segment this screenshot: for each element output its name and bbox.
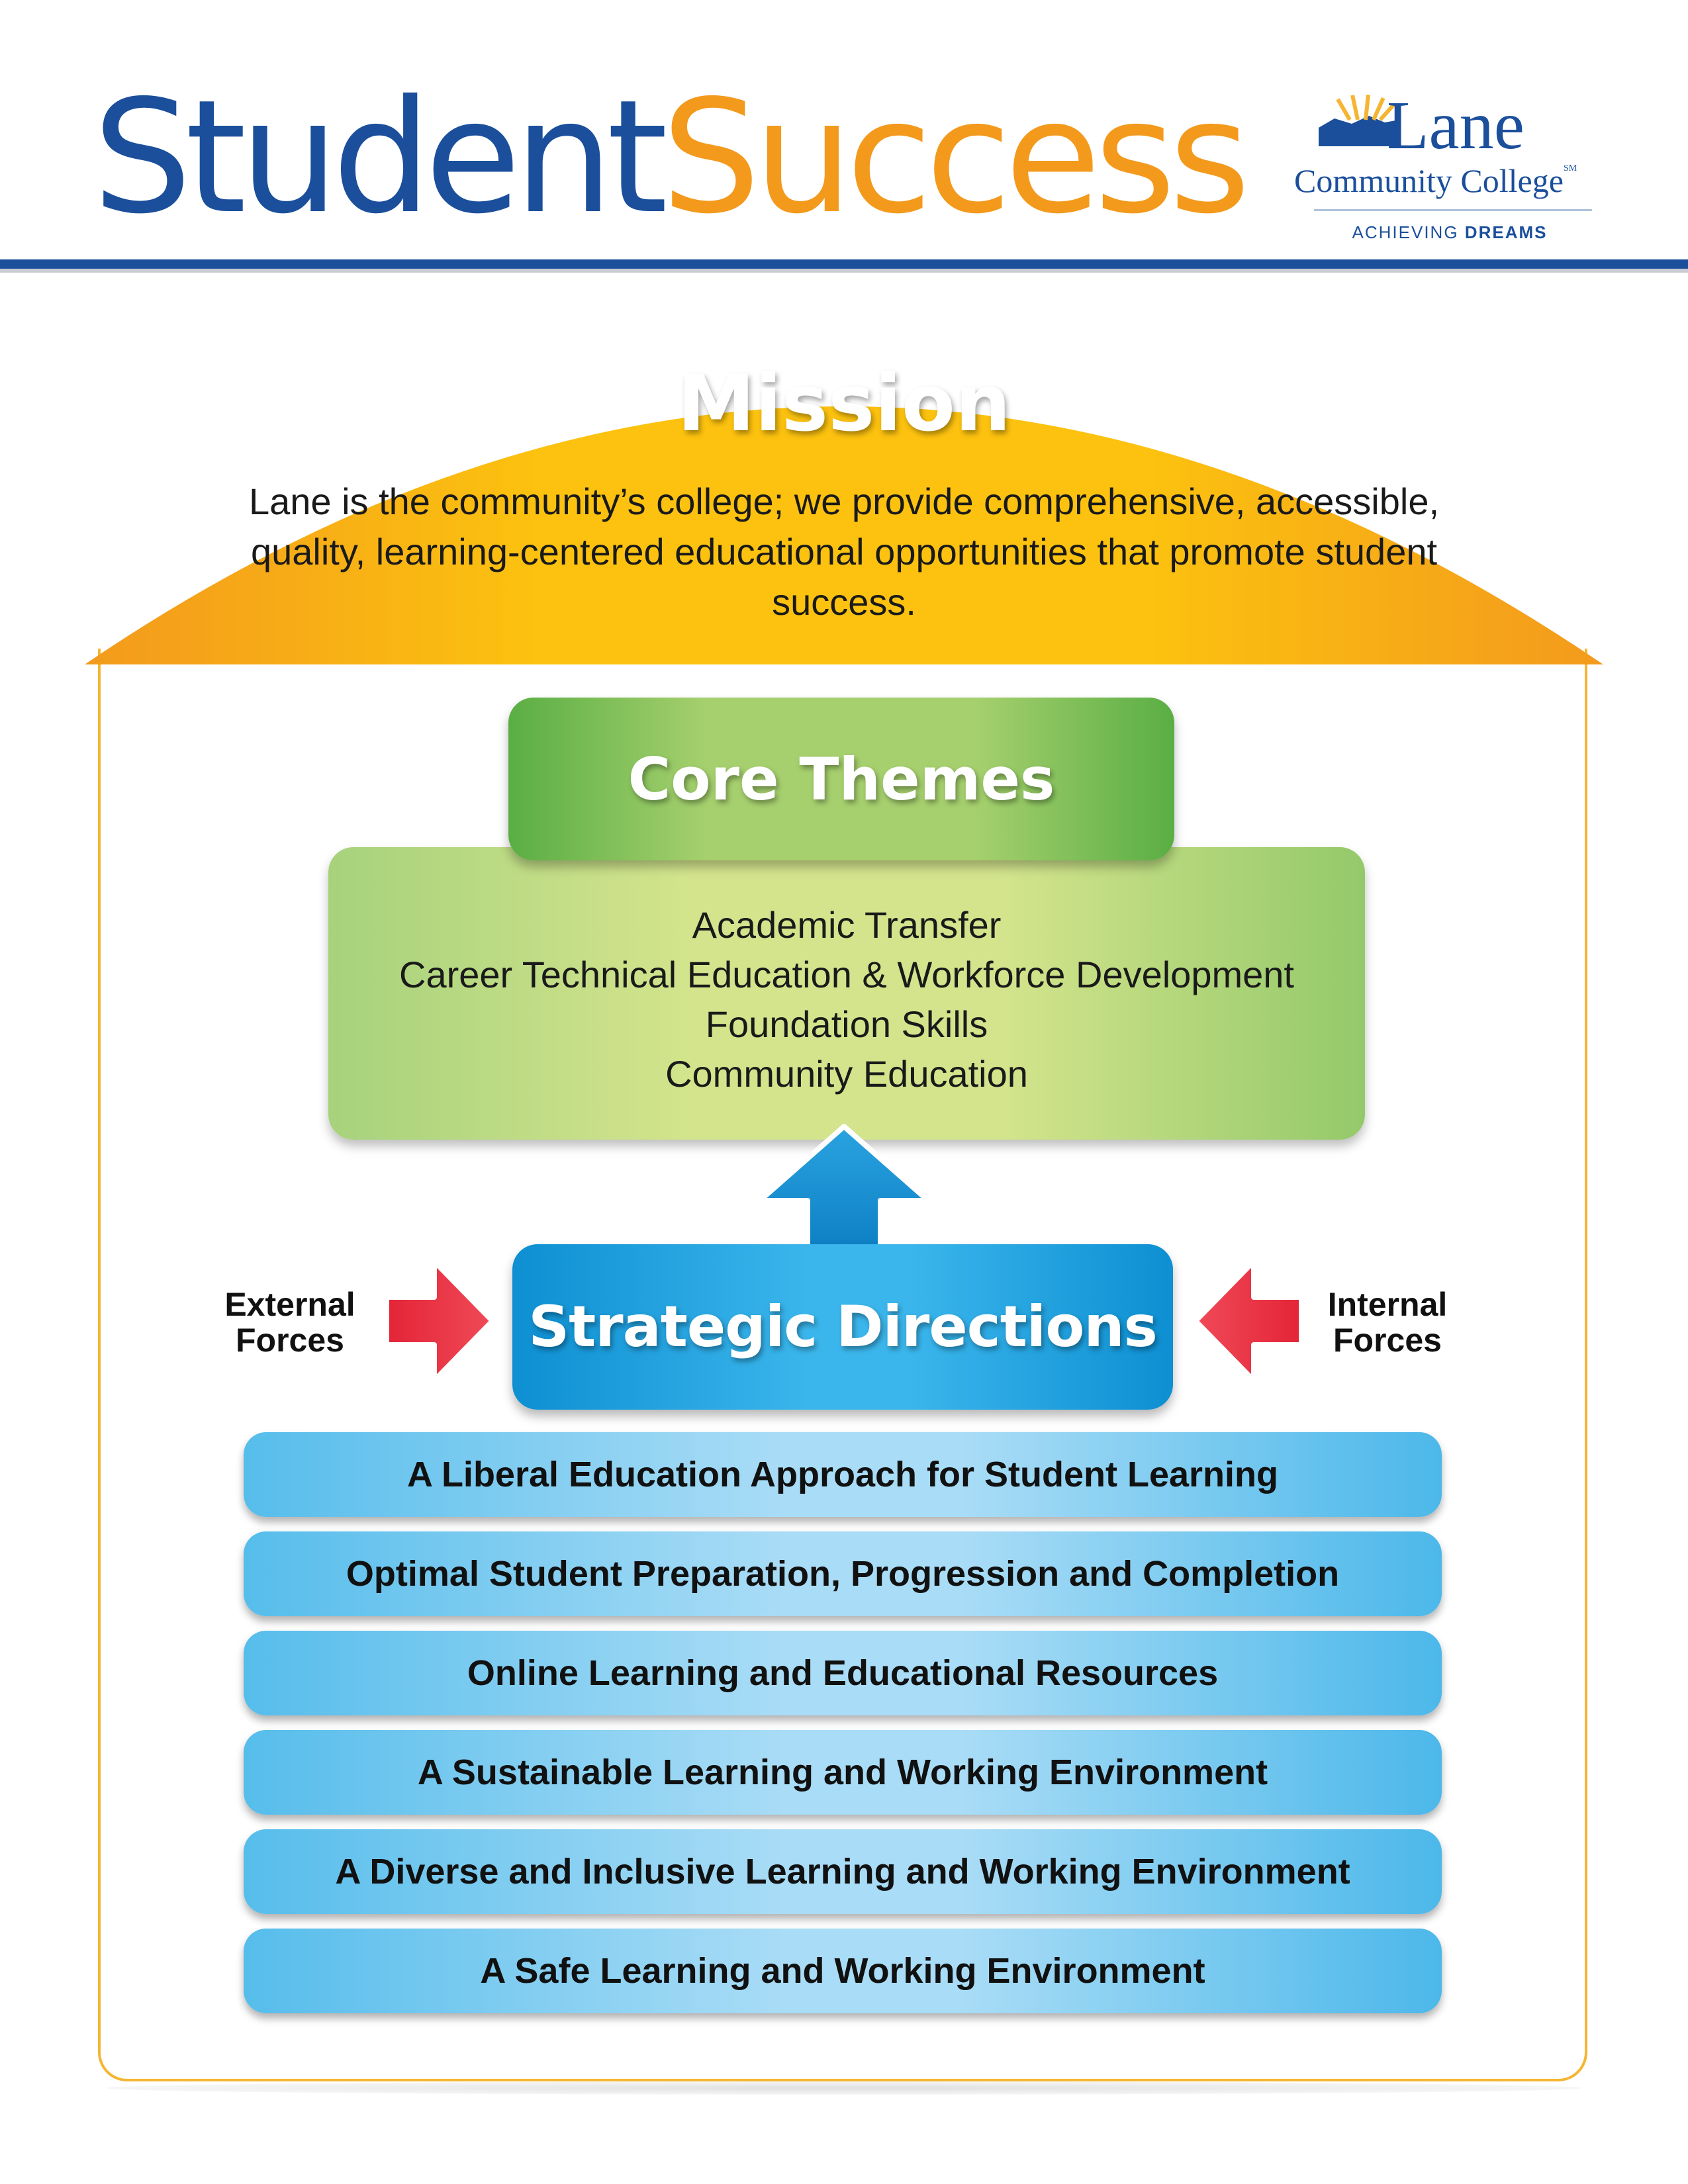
logo-divider [1314, 209, 1592, 211]
core-themes-header: Core Themes [508, 698, 1174, 860]
strategic-directions-title: Strategic Directions [528, 1294, 1158, 1360]
logo-service-mark: SM [1563, 163, 1577, 173]
logo-tagline: ACHIEVING DREAMS [1291, 222, 1609, 243]
internal-forces-line: Internal [1327, 1286, 1448, 1323]
core-theme-item: Academic Transfer [692, 904, 1002, 946]
title-success: Success [661, 66, 1250, 248]
internal-forces-arrow-icon [1193, 1259, 1304, 1383]
external-forces-line: External [224, 1286, 355, 1323]
core-themes-list: Academic Transfer Career Technical Educa… [328, 900, 1365, 1099]
logo-subtitle: Community CollegeSM [1294, 162, 1577, 199]
strategic-direction-item: A Sustainable Learning and Working Envir… [244, 1730, 1442, 1815]
logo-subtitle-text: Community College [1294, 162, 1564, 199]
logo-lane-text: Lane [1387, 87, 1524, 163]
strategic-direction-item: Optimal Student Preparation, Progression… [244, 1531, 1442, 1616]
external-forces-arrow-icon [384, 1259, 495, 1383]
core-theme-item: Foundation Skills [705, 1003, 988, 1045]
core-themes-box [328, 847, 1365, 1140]
external-forces-label: External Forces [204, 1287, 376, 1358]
strategic-directions-list: A Liberal Education Approach for Student… [244, 1432, 1442, 2028]
up-arrow-icon [757, 1124, 931, 1255]
core-themes-title: Core Themes [628, 745, 1055, 813]
mission-statement: Lane is the community’s college; we prov… [248, 480, 1440, 623]
external-forces-line: Forces [236, 1322, 344, 1359]
page-title: StudentSuccess [93, 79, 1250, 236]
header-rule-shadow [0, 269, 1688, 273]
title-student: Student [93, 66, 668, 248]
core-theme-item: Career Technical Education & Workforce D… [399, 954, 1294, 995]
header-rule [0, 259, 1688, 269]
core-theme-item: Community Education [665, 1053, 1028, 1095]
strategic-direction-item: Online Learning and Educational Resource… [244, 1631, 1442, 1715]
logo-tagline-dreams: DREAMS [1464, 222, 1548, 242]
strategic-directions-header: Strategic Directions [512, 1244, 1173, 1410]
diagram-frame [98, 649, 1587, 2081]
internal-forces-line: Forces [1333, 1322, 1442, 1359]
strategic-direction-item: A Safe Learning and Working Environment [244, 1929, 1442, 2013]
mission-title: Mission [677, 357, 1011, 449]
mission-dome [85, 406, 1603, 664]
logo-tagline-achieving: ACHIEVING [1352, 222, 1459, 242]
strategic-direction-item: A Diverse and Inclusive Learning and Wor… [244, 1829, 1442, 1914]
strategic-direction-item: A Liberal Education Approach for Student… [244, 1432, 1442, 1517]
internal-forces-label: Internal Forces [1301, 1287, 1474, 1358]
frame-shadow [106, 2081, 1582, 2095]
lane-logo-icon [1319, 94, 1399, 146]
